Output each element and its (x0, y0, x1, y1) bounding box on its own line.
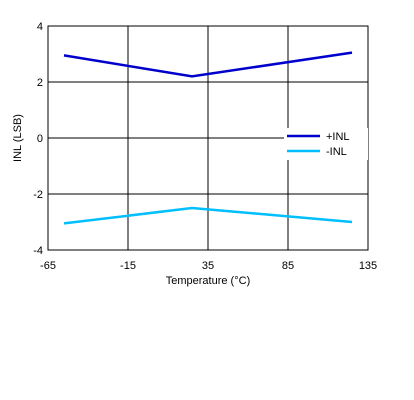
y-axis-label: INL (LSB) (12, 114, 24, 162)
y-tick-label: 2 (37, 77, 43, 89)
y-tick-label: 0 (37, 133, 43, 145)
series-line-plus-inl (63, 51, 353, 78)
x-tick-labels: -65 -15 35 85 135 (40, 260, 377, 272)
y-tick-label: 4 (37, 21, 43, 33)
y-tick-label: -4 (33, 245, 43, 257)
legend-label: -INL (326, 146, 347, 158)
legend: +INL -INL (284, 128, 368, 160)
x-tick-label: 85 (282, 260, 294, 272)
y-tick-labels: 4 2 0 -2 -4 (33, 21, 43, 257)
series-line-minus-inl (63, 206, 353, 225)
data-series (63, 51, 353, 225)
legend-label: +INL (326, 131, 350, 143)
x-tick-label: -15 (120, 260, 136, 272)
x-tick-label: 35 (202, 260, 214, 272)
legend-background (284, 128, 368, 160)
x-tick-label: 135 (359, 260, 377, 272)
y-tick-label: -2 (33, 189, 43, 201)
x-axis-label: Temperature (°C) (166, 275, 250, 287)
x-tick-label: -65 (40, 260, 56, 272)
